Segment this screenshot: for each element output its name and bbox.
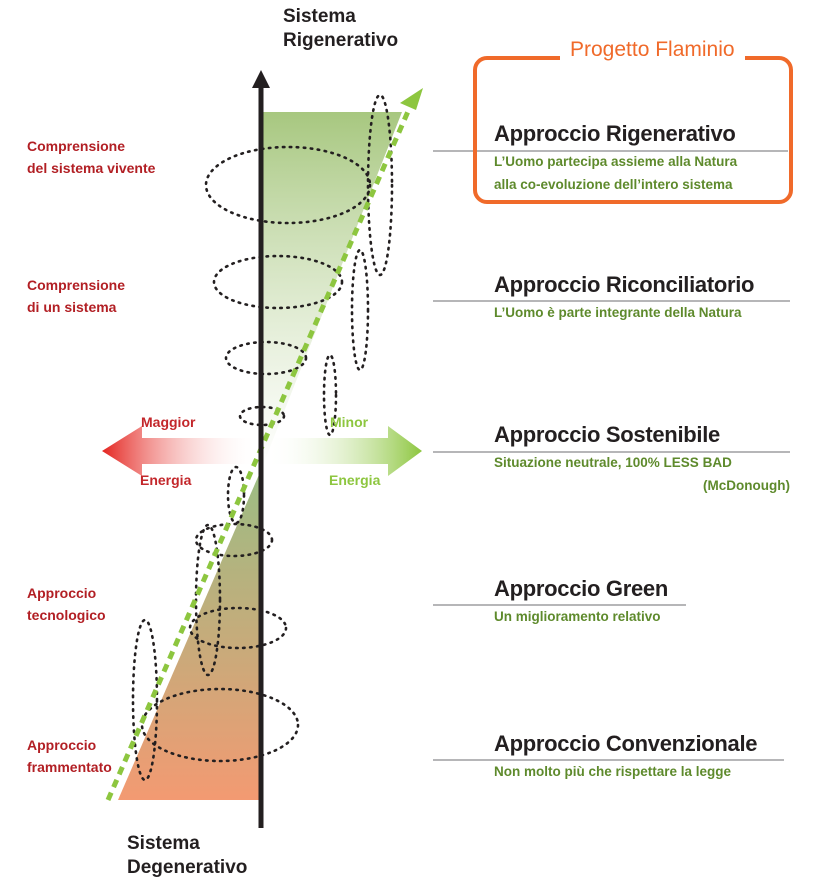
left-label-line1: Approccio bbox=[27, 585, 97, 601]
sub-line: Non molto più che rispettare la legge bbox=[494, 764, 732, 779]
sub-line: L’Uomo partecipa assieme alla Natura bbox=[494, 154, 738, 169]
energy-right-top: Minor bbox=[330, 414, 369, 430]
axis-bottom-line1: Sistema bbox=[127, 833, 200, 854]
sub-line: Un miglioramento relativo bbox=[494, 609, 661, 624]
sub-line: alla co-evoluzione dell’intero sistema bbox=[494, 177, 733, 192]
left-label-living-system: Comprensione del sistema vivente bbox=[27, 135, 155, 179]
heading-green: Approccio Green bbox=[494, 576, 668, 601]
heading-reconciliatory: Approccio Riconciliatorio bbox=[494, 272, 755, 297]
degenerative-wedge bbox=[118, 470, 261, 800]
axis-top-line1: Sistema bbox=[283, 6, 356, 27]
regenerative-wedge bbox=[261, 112, 402, 470]
sub-reconciliatory: L’Uomo è parte integrante della Natura bbox=[494, 301, 742, 324]
less-energy-arrow bbox=[266, 426, 422, 476]
sub-sustainable: Situazione neutrale, 100% LESS BAD (McDo… bbox=[494, 451, 790, 497]
energy-left-bottom: Energia bbox=[140, 472, 192, 488]
left-label-line2: del sistema vivente bbox=[27, 160, 156, 176]
left-label-technological: Approccio tecnologico bbox=[27, 582, 106, 626]
left-label-line1: Comprensione bbox=[27, 138, 126, 154]
sub-line: Situazione neutrale, 100% LESS BAD bbox=[494, 455, 732, 470]
left-label-system: Comprensione di un sistema bbox=[27, 274, 125, 318]
axis-bottom-line2: Degenerativo bbox=[127, 857, 248, 878]
left-label-line1: Approccio bbox=[27, 737, 97, 753]
energy-left-top: Maggior bbox=[141, 414, 196, 430]
axis-top-label: Sistema Rigenerativo bbox=[283, 5, 398, 53]
left-label-line2: di un sistema bbox=[27, 299, 117, 315]
heading-regenerative: Approccio Rigenerativo bbox=[494, 121, 736, 146]
sub-conventional: Non molto più che rispettare la legge bbox=[494, 760, 731, 783]
sub-line: (McDonough) bbox=[703, 478, 790, 493]
left-label-line2: frammentato bbox=[27, 759, 112, 775]
axis-bottom-label: Sistema Degenerativo bbox=[127, 832, 247, 880]
vertical-axis-arrowhead bbox=[252, 70, 270, 88]
axis-top-line2: Rigenerativo bbox=[283, 30, 399, 51]
sub-green: Un miglioramento relativo bbox=[494, 605, 661, 628]
heading-conventional: Approccio Convenzionale bbox=[494, 731, 758, 756]
progress-arrow-head bbox=[400, 88, 423, 110]
heading-underlines bbox=[433, 150, 790, 761]
left-label-line2: tecnologico bbox=[27, 607, 106, 623]
heading-sustainable: Approccio Sostenibile bbox=[494, 422, 720, 447]
project-title: Progetto Flaminio bbox=[560, 38, 745, 62]
sub-regenerative: L’Uomo partecipa assieme alla Natura all… bbox=[494, 150, 737, 196]
left-label-line1: Comprensione bbox=[27, 277, 126, 293]
sub-line: L’Uomo è parte integrante della Natura bbox=[494, 305, 742, 320]
energy-right-bottom: Energia bbox=[329, 472, 381, 488]
more-energy-arrow bbox=[102, 426, 258, 476]
left-label-fragmented: Approccio frammentato bbox=[27, 734, 112, 778]
